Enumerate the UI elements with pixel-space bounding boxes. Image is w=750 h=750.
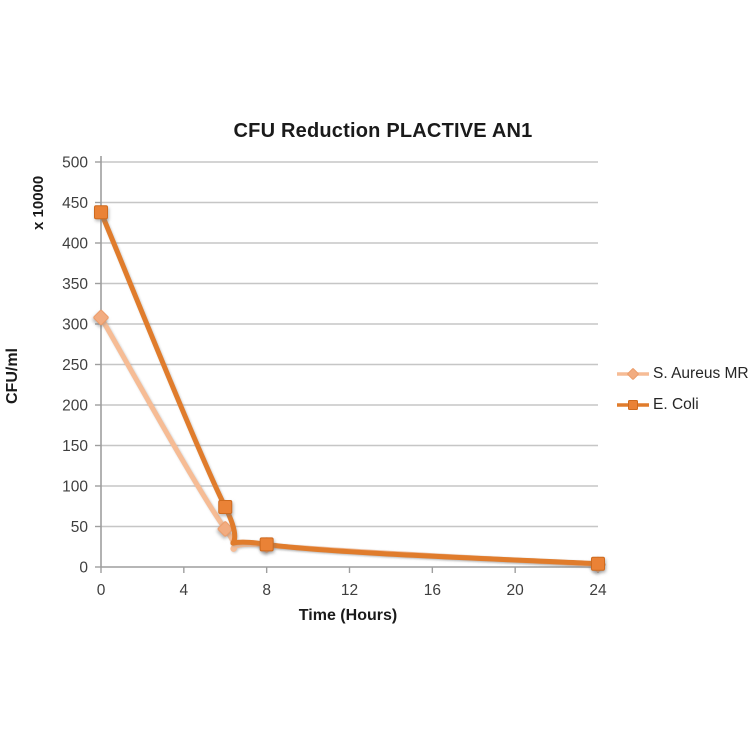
series-marker-e-coli (218, 500, 233, 515)
x-tick-label: 0 (97, 582, 106, 599)
series-marker-e-coli (591, 556, 605, 571)
x-tick-label: 4 (180, 582, 189, 599)
y-tick-label: 300 (62, 317, 88, 334)
legend-label: E. Coli (653, 396, 699, 413)
x-axis-title: Time (Hours) (298, 607, 398, 624)
x-tick-label: 20 (507, 582, 525, 599)
y-tick-label: 50 (71, 519, 89, 536)
chart-title: CFU Reduction PLACTIVE AN1 (233, 120, 533, 142)
series-line-e-coli (98, 209, 601, 567)
legend-item-e-coli: E. Coli (616, 394, 749, 416)
y-tick-label: 400 (62, 236, 88, 253)
square-marker-swatch-icon (617, 400, 649, 410)
series-marker-e-coli (94, 205, 108, 220)
y-tick-label: 250 (62, 357, 88, 374)
series-line-s-aureus-mr (98, 315, 601, 568)
legend-label: S. Aureus MR (653, 365, 749, 382)
series-marker-s-aureus-mr (217, 521, 233, 537)
series-marker-e-coli (259, 537, 274, 552)
x-tick-label: 16 (424, 582, 441, 599)
x-tick-label: 12 (341, 582, 358, 599)
series-marker-s-aureus-mr (93, 309, 109, 326)
y-tick-label: 200 (62, 398, 88, 415)
legend-item-s-aureus-mr: S. Aureus MR (616, 363, 749, 385)
y-tick-label: 100 (62, 479, 88, 496)
legend: S. Aureus MR E. Coli (616, 363, 749, 416)
y-tick-label: 350 (62, 276, 88, 293)
diamond-marker-swatch-icon (617, 368, 649, 380)
y-tick-label: 450 (62, 195, 88, 212)
x-tick-label: 24 (589, 582, 607, 599)
y-tick-label: 500 (62, 155, 88, 172)
x-tick-label: 8 (262, 582, 271, 599)
y-tick-label: 150 (62, 438, 88, 455)
y-tick-label: 0 (79, 560, 88, 577)
